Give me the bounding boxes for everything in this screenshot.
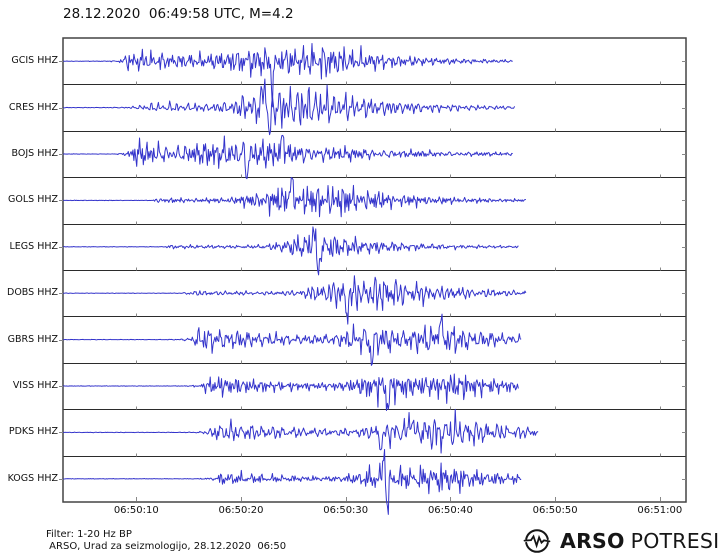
station-label-cres: CRES HHZ: [8, 101, 58, 113]
time-tick-label: 06:50:40: [427, 505, 473, 516]
station-label-kogs: KOGS HHZ: [7, 472, 58, 484]
station-label-gcis: GCIS HHZ: [11, 55, 58, 67]
source-attribution-text: ARSO, Urad za seizmologijo, 28.12.2020 0…: [46, 541, 287, 552]
arso-potresi-logo: ARSO POTRESI: [523, 526, 719, 556]
time-tick-label: 06:50:50: [532, 505, 578, 516]
station-label-pdks: PDKS HHZ: [8, 426, 58, 438]
logo-text-potresi: POTRESI: [630, 529, 720, 553]
time-tick-label: 06:50:20: [218, 505, 264, 516]
station-label-viss: VISS HHZ: [12, 380, 58, 391]
station-label-legs: LEGS HHZ: [9, 240, 58, 252]
logo-text-arso: ARSO: [560, 529, 625, 553]
station-label-dobs: DOBS HHZ: [7, 287, 58, 299]
logo-text: ARSO POTRESI: [560, 529, 719, 553]
station-label-gols: GOLS HHZ: [8, 194, 58, 206]
figure-title: 28.12.2020 06:49:58 UTC, M=4.2: [63, 6, 294, 22]
time-tick-label: 06:50:10: [113, 505, 159, 516]
time-tick-label: 06:51:00: [637, 505, 683, 516]
time-tick-label: 06:50:30: [323, 505, 369, 516]
station-label-gbrs: GBRS HHZ: [7, 333, 58, 345]
filter-info-text: Filter: 1-20 Hz BP: [46, 529, 132, 540]
station-label-bojs: BOJS HHZ: [11, 148, 58, 159]
seismic-wave-icon: [523, 529, 551, 553]
